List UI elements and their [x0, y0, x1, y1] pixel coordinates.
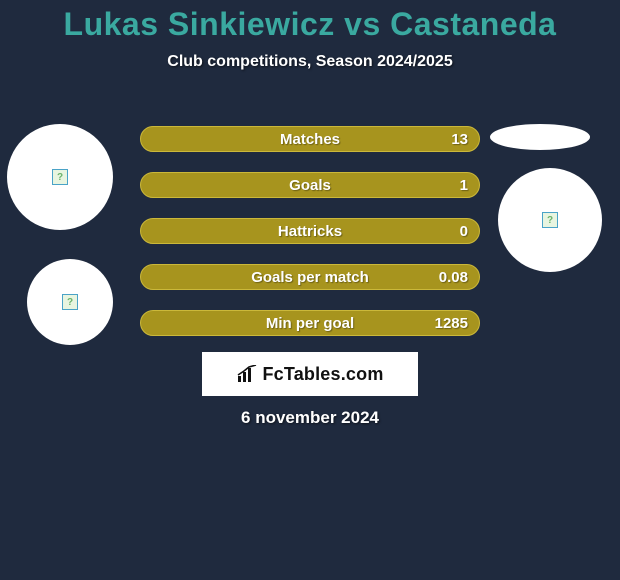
stat-bar-row: Goals per match0.08 — [140, 264, 480, 290]
stat-bar-value: 1285 — [435, 310, 468, 336]
barchart-icon — [236, 365, 258, 383]
stat-bar-value: 13 — [451, 126, 468, 152]
avatar-left-1 — [7, 124, 113, 230]
stat-bar-row: Goals1 — [140, 172, 480, 198]
avatar-right-1 — [498, 168, 602, 272]
avatar-left-2 — [27, 259, 113, 345]
image-placeholder-icon — [542, 212, 558, 228]
stat-bar-label: Matches — [140, 126, 480, 152]
stat-bar-label: Hattricks — [140, 218, 480, 244]
brand-badge: FcTables.com — [202, 352, 418, 396]
image-placeholder-icon — [62, 294, 78, 310]
stat-bar-row: Hattricks0 — [140, 218, 480, 244]
stat-bar-label: Goals per match — [140, 264, 480, 290]
image-placeholder-icon — [52, 169, 68, 185]
infographic-root: Lukas Sinkiewicz vs Castaneda Club compe… — [0, 0, 620, 580]
stat-bar-row: Matches13 — [140, 126, 480, 152]
avatar-right-ellipse — [490, 124, 590, 150]
stat-bar-value: 0 — [460, 218, 468, 244]
stat-bar-value: 1 — [460, 172, 468, 198]
stat-bar-label: Goals — [140, 172, 480, 198]
stat-bar-label: Min per goal — [140, 310, 480, 336]
stat-bar-value: 0.08 — [439, 264, 468, 290]
stat-bar-row: Min per goal1285 — [140, 310, 480, 336]
brand-text: FcTables.com — [262, 364, 383, 385]
generated-date: 6 november 2024 — [0, 408, 620, 428]
page-title: Lukas Sinkiewicz vs Castaneda — [0, 6, 620, 43]
stat-bars: Matches13 Goals1 Hattricks0 Goals per match… — [140, 126, 480, 356]
subtitle: Club competitions, Season 2024/2025 — [0, 53, 620, 71]
